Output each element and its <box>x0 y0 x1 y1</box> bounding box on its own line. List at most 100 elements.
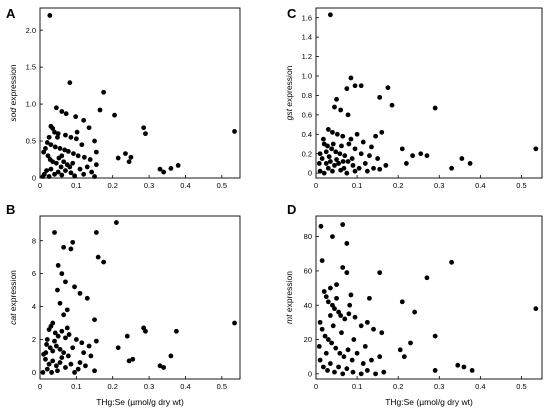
data-point <box>321 289 327 294</box>
panel-a: A 0 0.1 0.2 0.3 0.4 0.5 0 0.5 1.0 1.5 2.0 sod expres… <box>6 6 241 190</box>
data-point <box>62 147 68 153</box>
data-point <box>369 144 374 150</box>
x-tick-label: 0.5 <box>516 181 526 190</box>
data-point <box>340 265 346 270</box>
data-point <box>375 156 381 161</box>
plot-frame-d <box>315 215 543 380</box>
data-point <box>143 131 148 137</box>
x-tick-label: 0.3 <box>144 382 154 391</box>
data-point <box>350 162 356 168</box>
data-point <box>348 292 354 298</box>
data-point <box>424 275 430 281</box>
data-point <box>44 366 50 372</box>
data-point <box>340 222 346 227</box>
data-point <box>68 361 74 367</box>
data-point <box>97 107 103 113</box>
y-tick-label: 40 <box>304 301 312 310</box>
data-point <box>327 361 333 366</box>
data-point <box>389 102 395 108</box>
data-point <box>59 109 65 114</box>
data-point <box>325 368 330 373</box>
plot-frame-b <box>39 215 241 380</box>
data-point <box>95 254 101 260</box>
x-tick-label: 0.4 <box>475 181 485 190</box>
y-tick-label: 2 <box>32 335 36 344</box>
data-point <box>58 164 64 170</box>
data-point <box>92 174 97 179</box>
data-point <box>130 356 136 362</box>
x-axis-label-b: THg:Se (µmol/g dry wt) <box>96 397 184 407</box>
data-point <box>344 366 350 372</box>
data-point <box>362 161 368 166</box>
data-point <box>75 366 81 372</box>
data-point <box>337 151 343 157</box>
y-tick-label: 60 <box>304 267 312 276</box>
data-point <box>432 333 438 339</box>
data-point <box>459 156 465 161</box>
y-tick-label: 8 <box>32 236 36 245</box>
data-point <box>84 164 90 170</box>
data-point <box>64 325 70 331</box>
data-point <box>57 300 63 306</box>
data-point <box>348 75 354 81</box>
x-tick-label: 0.1 <box>352 181 362 190</box>
data-point <box>347 302 353 308</box>
data-point <box>385 85 391 91</box>
data-point <box>325 143 330 149</box>
data-point <box>63 111 69 117</box>
data-point <box>345 159 351 164</box>
data-point <box>364 368 370 373</box>
data-point <box>344 86 350 92</box>
data-point <box>65 353 71 359</box>
y-tick-label: 1.2 <box>302 52 312 61</box>
data-point <box>334 157 339 162</box>
data-point <box>329 146 335 152</box>
data-point <box>72 370 77 375</box>
data-point <box>330 168 335 174</box>
data-point <box>373 133 378 139</box>
data-point <box>46 327 52 333</box>
data-point <box>45 153 51 159</box>
data-point <box>334 96 339 102</box>
data-point <box>126 358 132 364</box>
x-tick-label: 0.4 <box>180 181 190 190</box>
data-point <box>344 170 350 176</box>
data-point <box>373 371 378 377</box>
data-point <box>73 114 79 120</box>
y-tick-label: 20 <box>304 335 312 344</box>
data-point <box>70 239 76 245</box>
data-point <box>337 350 343 356</box>
data-point <box>345 347 351 353</box>
data-point <box>350 369 356 375</box>
data-point <box>50 358 56 364</box>
data-point <box>455 362 461 368</box>
data-point <box>344 241 350 246</box>
data-point <box>74 129 80 135</box>
y-tick-label: 1.0 <box>302 72 312 81</box>
data-point <box>59 355 65 360</box>
data-point <box>47 345 53 351</box>
data-point <box>360 139 366 145</box>
data-point <box>336 364 341 370</box>
y-axis-label-a: sod expression <box>8 64 18 121</box>
data-point <box>327 285 333 291</box>
data-point <box>377 270 383 276</box>
y-tick-label: 1.4 <box>302 33 312 42</box>
data-point <box>44 342 49 347</box>
y-tick-label: 0.6 <box>302 110 312 119</box>
data-point <box>362 344 368 349</box>
data-point <box>338 167 344 173</box>
data-point <box>469 368 475 373</box>
data-point <box>63 335 68 341</box>
y-axis-label-gene: mt <box>284 314 294 324</box>
data-point <box>344 270 350 276</box>
data-point <box>349 156 355 161</box>
data-point <box>397 347 403 353</box>
data-point <box>75 153 81 159</box>
data-point <box>332 306 337 312</box>
y-tick-label: 4 <box>32 302 36 311</box>
data-point <box>81 154 87 160</box>
data-point <box>327 159 333 164</box>
data-point <box>81 171 87 177</box>
y-axis-label-gene: sod <box>8 108 18 122</box>
